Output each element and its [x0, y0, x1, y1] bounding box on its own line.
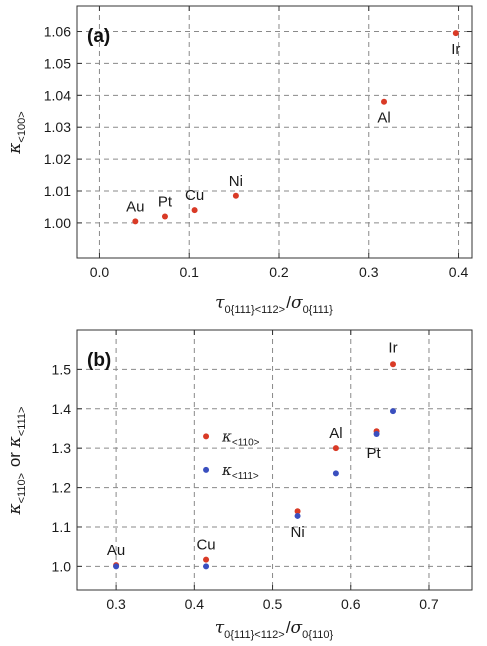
- chart-panel-b: 0.3 0.4 0.5 0.6 0.7 1.0 1.1 1.2 1.3 1.4 1.5 (b) τ0{1…: [5, 329, 473, 641]
- legend-marker-k111: [203, 466, 210, 473]
- plot-frame: [76, 329, 473, 591]
- point-label-ir: Ir: [388, 339, 397, 356]
- y-tick-label: 1.01: [44, 183, 71, 199]
- x-tick-label: 0.2: [269, 264, 289, 280]
- point-label-au: Au: [107, 542, 125, 559]
- data-point-ni: [294, 508, 301, 515]
- y-tick-label: 1.1: [52, 519, 72, 535]
- point-label-ir: Ir: [451, 41, 460, 58]
- x-tick-label: 0.5: [263, 596, 283, 612]
- x-axis-label: τ0{111}<112> /σ0{111}: [215, 293, 334, 316]
- legend-label-k111: κ<111>: [221, 461, 259, 482]
- legend-marker-k110: [203, 433, 210, 440]
- data-point-ir: [390, 361, 396, 368]
- y-tick-label: 1.4: [52, 401, 72, 417]
- data-point-al: [332, 445, 339, 452]
- point-label-cu: Cu: [196, 537, 215, 554]
- y-tick-label: 1.02: [44, 151, 71, 167]
- chart-panel-a: 0.0 0.1 0.2 0.3 0.4 1.00 1.01 1.02 1.03 1.04 1.05 1…: [5, 5, 473, 316]
- legend-label-k110: κ<110>: [221, 427, 260, 448]
- data-point-pt: [373, 431, 380, 437]
- data-point-ni: [294, 512, 301, 519]
- data-point-al: [332, 470, 339, 477]
- x-tick-label: 0.7: [419, 596, 439, 612]
- x-tick-label: 0.4: [185, 596, 205, 612]
- point-label-pt: Pt: [366, 445, 381, 462]
- data-point-cu: [203, 556, 210, 563]
- x-tick-label: 0.4: [449, 264, 469, 280]
- point-label-pt: Pt: [158, 194, 173, 211]
- point-label-al: Al: [377, 110, 390, 127]
- y-tick-label: 1.5: [52, 361, 72, 377]
- y-tick-label: 1.06: [44, 24, 71, 40]
- data-point-ni: [232, 192, 239, 199]
- legend: κ<110> κ<111>: [203, 427, 260, 482]
- data-point-cu: [203, 563, 210, 570]
- data-point-cu: [191, 207, 198, 214]
- data-point-au: [113, 563, 120, 570]
- data-point-ir: [452, 30, 459, 37]
- x-tick-label: 0.6: [341, 596, 361, 612]
- data-point-pt: [161, 213, 168, 220]
- x-tick-label: 0.3: [359, 264, 379, 280]
- y-tick-label: 1.00: [44, 215, 71, 231]
- x-tick-label: 0.0: [90, 264, 110, 280]
- y-axis-label: κ<100>: [5, 110, 28, 154]
- panel-label: (a): [87, 26, 110, 47]
- y-tick-label: 1.2: [52, 480, 72, 496]
- point-label-cu: Cu: [185, 187, 204, 204]
- x-tick-label: 0.1: [179, 264, 199, 280]
- data-point-au: [132, 218, 139, 225]
- point-label-au: Au: [126, 198, 144, 215]
- y-axis-label: κ<110> or κ<111>: [5, 405, 28, 515]
- point-label-ni: Ni: [229, 173, 243, 190]
- point-label-al: Al: [329, 425, 342, 442]
- y-tick-label: 1.0: [52, 558, 72, 574]
- y-tick-label: 1.04: [44, 87, 71, 103]
- x-axis-label: τ0{111}<112> /σ0{110}: [215, 618, 335, 641]
- point-label-ni: Ni: [290, 524, 304, 541]
- data-point-ir: [390, 408, 396, 415]
- x-tick-label: 0.3: [106, 596, 126, 612]
- y-tick-label: 1.3: [52, 440, 72, 456]
- y-tick-label: 1.03: [44, 119, 71, 135]
- y-tick-label: 1.05: [44, 55, 71, 71]
- plot-frame: [76, 5, 473, 259]
- data-point-al: [381, 98, 388, 105]
- panel-label: (b): [87, 350, 111, 371]
